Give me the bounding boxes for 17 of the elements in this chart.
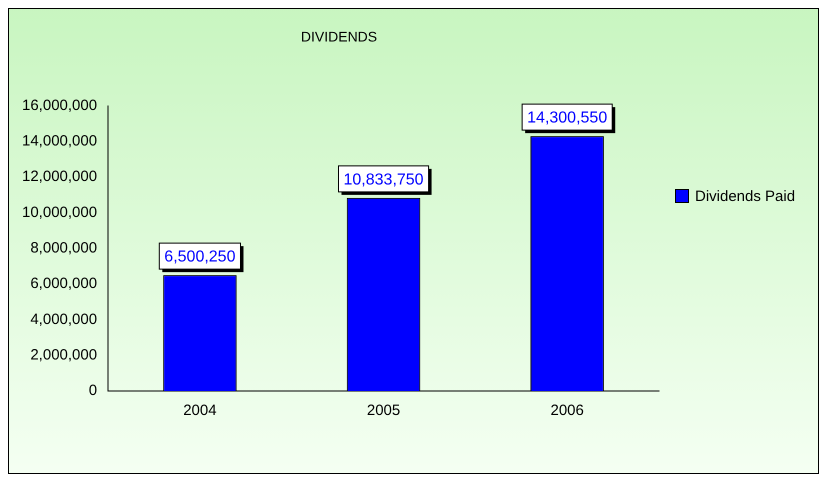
y-tick-label: 8,000,000 [30, 240, 98, 257]
y-tick-label: 10,000,000 [22, 204, 98, 221]
data-label: 6,500,250 [164, 248, 236, 266]
x-tick-label: 2004 [183, 402, 217, 420]
y-tick-label: 0 [88, 382, 98, 400]
text: Dividends Paid [695, 188, 796, 204]
y-tick-label: 16,000,000 [22, 96, 98, 114]
y-tick-label: 6,000,000 [30, 275, 98, 292]
y-tick-label: 2,000,000 [30, 346, 98, 364]
chart-title: DIVIDENDS [300, 28, 378, 44]
x-tick-label: 2006 [550, 402, 584, 420]
y-tick-label: 4,000,000 [30, 310, 98, 328]
data-label: 14,300,550 [527, 110, 608, 126]
x-tick-label: 2005 [366, 402, 400, 420]
data-label: 10,833,750 [344, 171, 424, 188]
y-tick-label: 12,000,000 [22, 168, 98, 186]
y-tick-label: 14,000,000 [22, 132, 98, 150]
